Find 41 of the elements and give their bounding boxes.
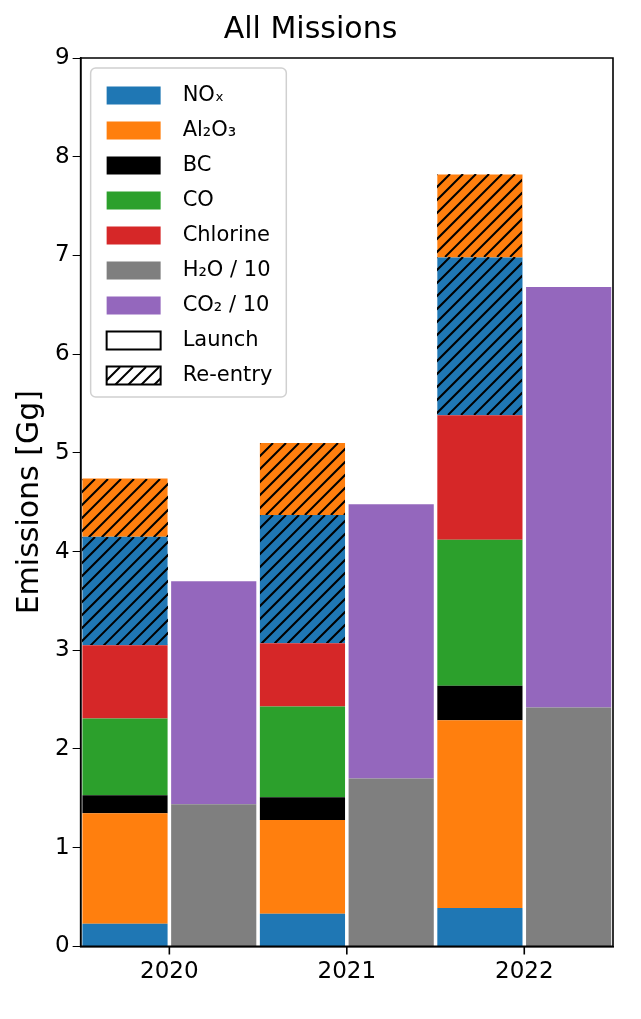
- bar: [437, 720, 523, 908]
- bar: [259, 797, 346, 821]
- legend-label: Chlorine: [182, 221, 270, 246]
- bar: [526, 287, 612, 708]
- y-tick-label: 1: [54, 832, 70, 859]
- y-axis-title: Emissions [Gg]: [9, 390, 45, 615]
- bar: [82, 813, 168, 924]
- x-tick-label: 2021: [317, 957, 377, 984]
- legend-label: CO: [182, 186, 214, 211]
- bar: [526, 707, 612, 946]
- legend-label: H₂O / 10: [182, 256, 271, 281]
- bar: [437, 539, 523, 686]
- y-tick-label: 8: [54, 141, 70, 168]
- bar: [171, 581, 257, 805]
- bar: [171, 804, 257, 946]
- bar: [82, 718, 168, 796]
- legend-label: NOₓ: [182, 81, 225, 106]
- bar: [82, 923, 168, 946]
- bar: [437, 907, 523, 946]
- x-tick-label: 2022: [495, 957, 554, 984]
- legend-label: BC: [182, 151, 212, 176]
- legend-label: Al₂O₃: [182, 116, 237, 141]
- legend-label: CO₂ / 10: [182, 291, 270, 316]
- y-tick-label: 6: [54, 339, 70, 366]
- bar: [259, 820, 346, 914]
- bar: [259, 913, 346, 946]
- bar: [348, 504, 434, 779]
- x-tick-label: 2020: [140, 957, 199, 984]
- y-tick-label: 0: [54, 931, 70, 958]
- bar: [259, 706, 346, 798]
- y-tick-label: 2: [54, 733, 70, 760]
- bar: [437, 685, 523, 721]
- y-tick-label: 5: [54, 437, 70, 464]
- y-tick-label: 4: [54, 536, 70, 563]
- bar: [348, 778, 434, 946]
- y-tick-label: 9: [54, 42, 70, 69]
- annotation: Launch: [182, 326, 259, 351]
- annotation: Re-entry: [182, 361, 273, 386]
- y-tick-label: 7: [54, 240, 70, 267]
- chart-title: All Missions: [223, 9, 398, 45]
- y-tick-label: 3: [54, 635, 70, 662]
